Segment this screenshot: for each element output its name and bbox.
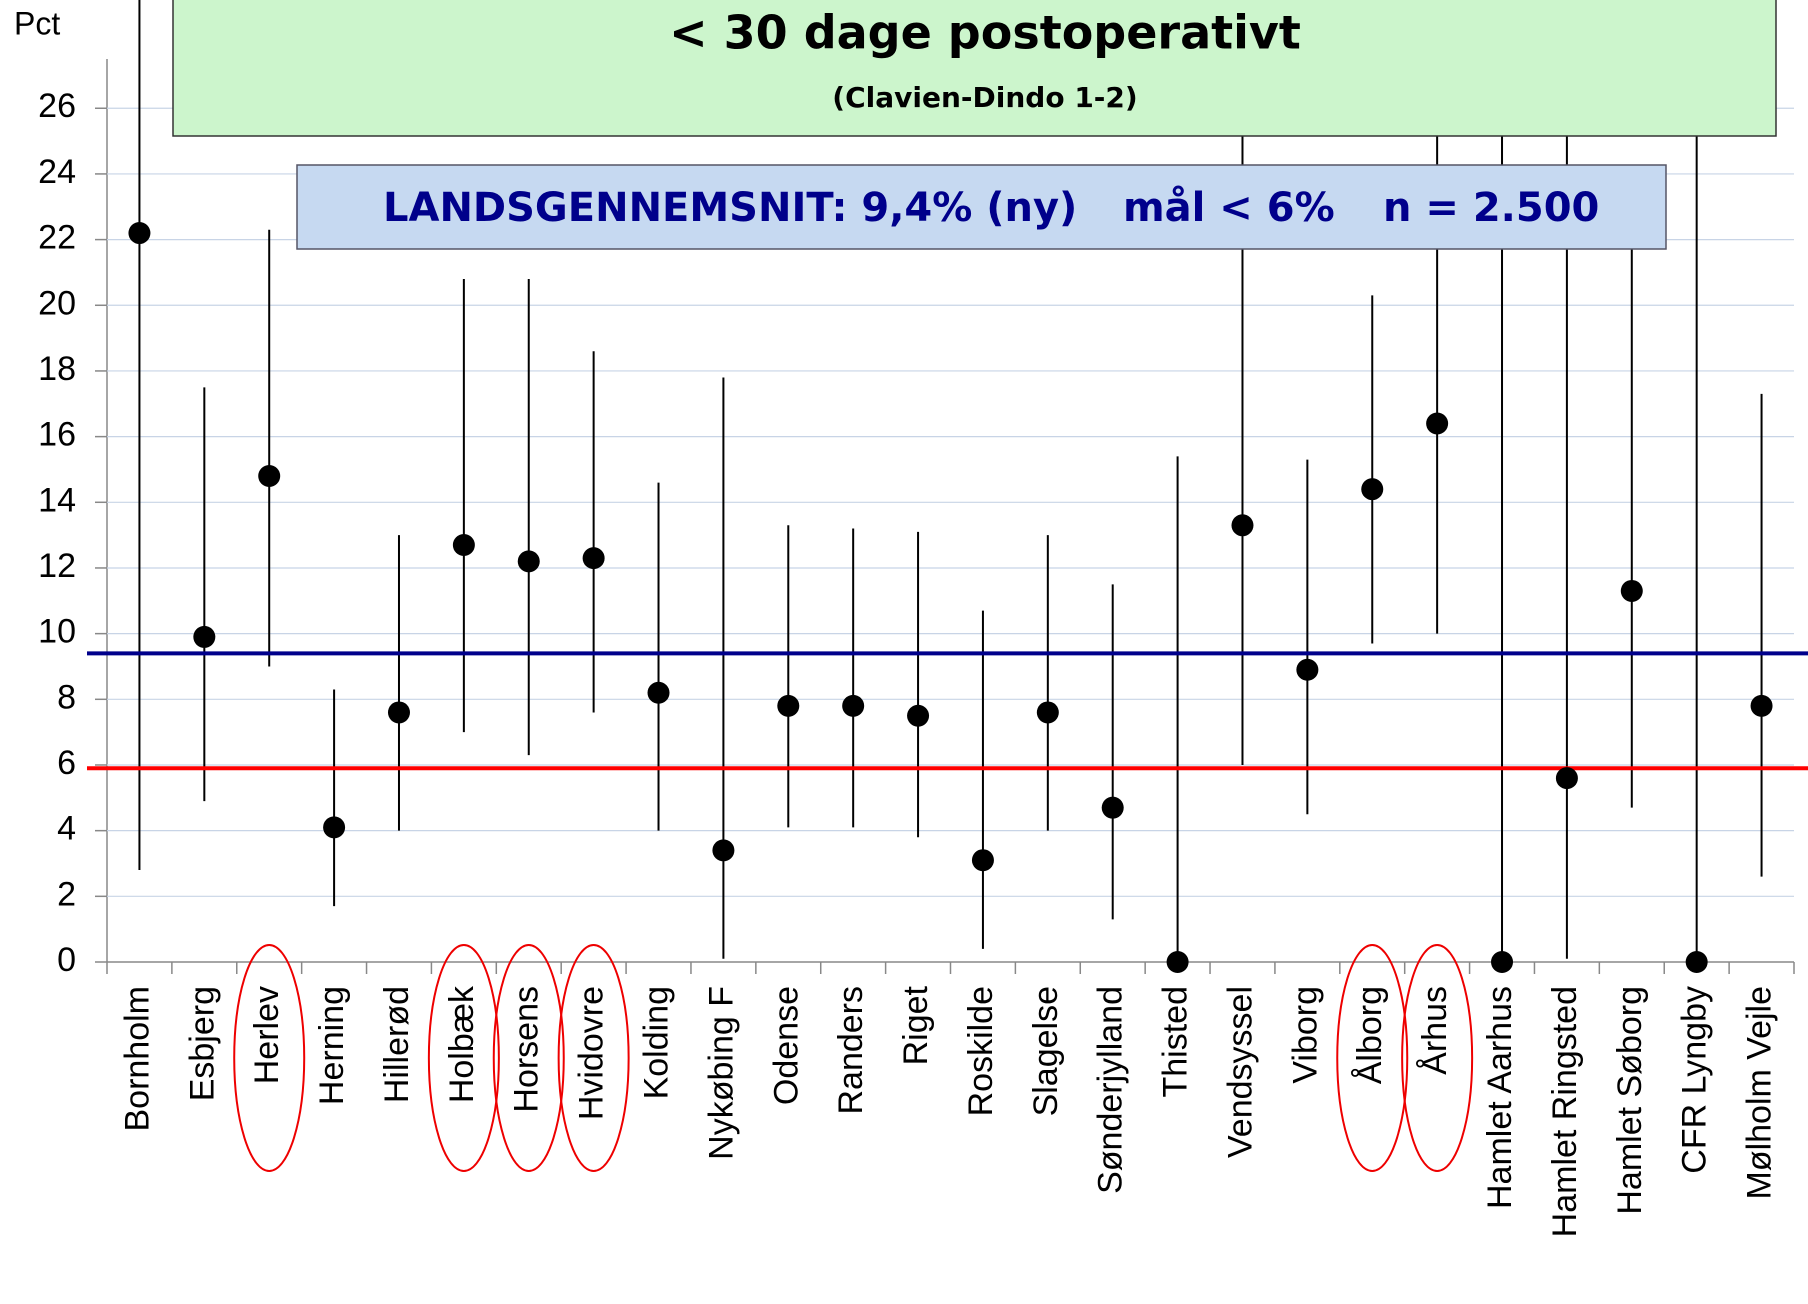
x-tick-label: Odense: [767, 986, 805, 1105]
point: [1620, 579, 1643, 602]
highlight-ellipse: [557, 944, 630, 1172]
x-tick-label: Herlev: [248, 986, 286, 1084]
point: [517, 550, 540, 573]
point: [1296, 658, 1319, 681]
y-axis-label: Pct: [14, 5, 60, 41]
x-tick-label: Hamlet Søborg: [1611, 986, 1649, 1215]
point: [712, 839, 735, 862]
point: [1491, 951, 1514, 973]
x-tick-label: Horsens: [508, 986, 546, 1113]
point: [1685, 951, 1708, 973]
point: [907, 704, 930, 727]
point: [842, 694, 865, 717]
y-tick-label: 26: [38, 87, 76, 125]
x-tick-label: Esbjerg: [183, 986, 221, 1101]
highlight-ellipse: [1401, 944, 1474, 1172]
point: [1750, 694, 1773, 717]
banner-text: n = 2.500: [1383, 185, 1599, 231]
y-tick-label: 6: [57, 744, 76, 782]
banner-box: [296, 164, 1667, 250]
banner-text: mål < 6%: [1123, 184, 1335, 231]
x-tick-label: Århus: [1416, 986, 1454, 1075]
point: [1166, 951, 1189, 973]
point: [1361, 478, 1384, 501]
y-tick-label: 20: [38, 284, 76, 322]
point: [647, 681, 670, 704]
point: [128, 222, 151, 245]
y-tick-label: 14: [38, 481, 76, 519]
y-tick-label: 8: [57, 678, 76, 716]
point: [452, 533, 475, 556]
x-tick-label: Hillerød: [378, 986, 416, 1103]
point: [971, 849, 994, 872]
y-tick-label: 12: [38, 547, 76, 585]
point: [193, 625, 216, 648]
point: [1101, 796, 1124, 819]
highlight-ellipse: [233, 944, 306, 1172]
x-tick-label: Ålborg: [1351, 986, 1389, 1084]
y-tick-label: 24: [38, 153, 76, 191]
overlay-layer: < 30 dage postoperativt (Clavien-Dindo 1…: [14, 0, 1777, 250]
y-tick-label: 2: [57, 875, 76, 913]
highlight-ellipse: [492, 944, 565, 1172]
x-tick-label: Kolding: [638, 986, 676, 1099]
y-tick-label: 4: [57, 810, 76, 848]
x-tick-label: CFR Lyngby: [1676, 986, 1714, 1174]
banner-text: LANDSGENNEMSNIT: 9,4% (ny): [383, 185, 1077, 231]
x-tick-label: Thisted: [1157, 986, 1195, 1098]
x-tick-label: Randers: [832, 986, 870, 1115]
point: [582, 547, 605, 570]
marks-layer: [87, 0, 1808, 973]
x-tick-label: Mølholm Vejle: [1741, 986, 1779, 1200]
x-tick-label: Viborg: [1286, 986, 1324, 1084]
highlight-ellipse: [1336, 944, 1409, 1172]
y-tick-label: 0: [57, 941, 76, 979]
x-tick-label: Nykøbing F: [702, 986, 740, 1160]
y-tick-label: 16: [38, 416, 76, 454]
y-tick-label: 18: [38, 350, 76, 388]
x-tick-label: Bornholm: [118, 986, 156, 1132]
x-tick-label: Vendsyssel: [1221, 986, 1259, 1158]
x-tick-label: Slagelse: [1027, 986, 1065, 1116]
chart-title: < 30 dage postoperativt: [669, 6, 1301, 60]
point: [1555, 767, 1578, 790]
point: [1231, 514, 1254, 537]
y-tick-label: 22: [38, 219, 76, 257]
x-tick-label: Hamlet Aarhus: [1481, 986, 1519, 1209]
title-box: [172, 0, 1777, 137]
point: [1426, 412, 1449, 435]
highlight-ellipse: [427, 944, 500, 1172]
x-tick-label: Herning: [313, 986, 351, 1105]
x-tick-label: Sønderjylland: [1092, 986, 1130, 1194]
point: [777, 694, 800, 717]
chart-subtitle: (Clavien-Dindo 1-2): [832, 81, 1137, 114]
x-tick-label: Riget: [897, 985, 935, 1065]
point: [323, 816, 346, 839]
x-tick-label: Roskilde: [962, 986, 1000, 1116]
x-tick-label: Hamlet Ringsted: [1546, 986, 1584, 1237]
y-tick-label: 10: [38, 613, 76, 651]
point: [1036, 701, 1059, 724]
x-tick-label: Hvidovre: [573, 986, 611, 1120]
x-tick-label: Holbæk: [443, 985, 481, 1103]
point: [387, 701, 410, 724]
point: [258, 465, 281, 488]
